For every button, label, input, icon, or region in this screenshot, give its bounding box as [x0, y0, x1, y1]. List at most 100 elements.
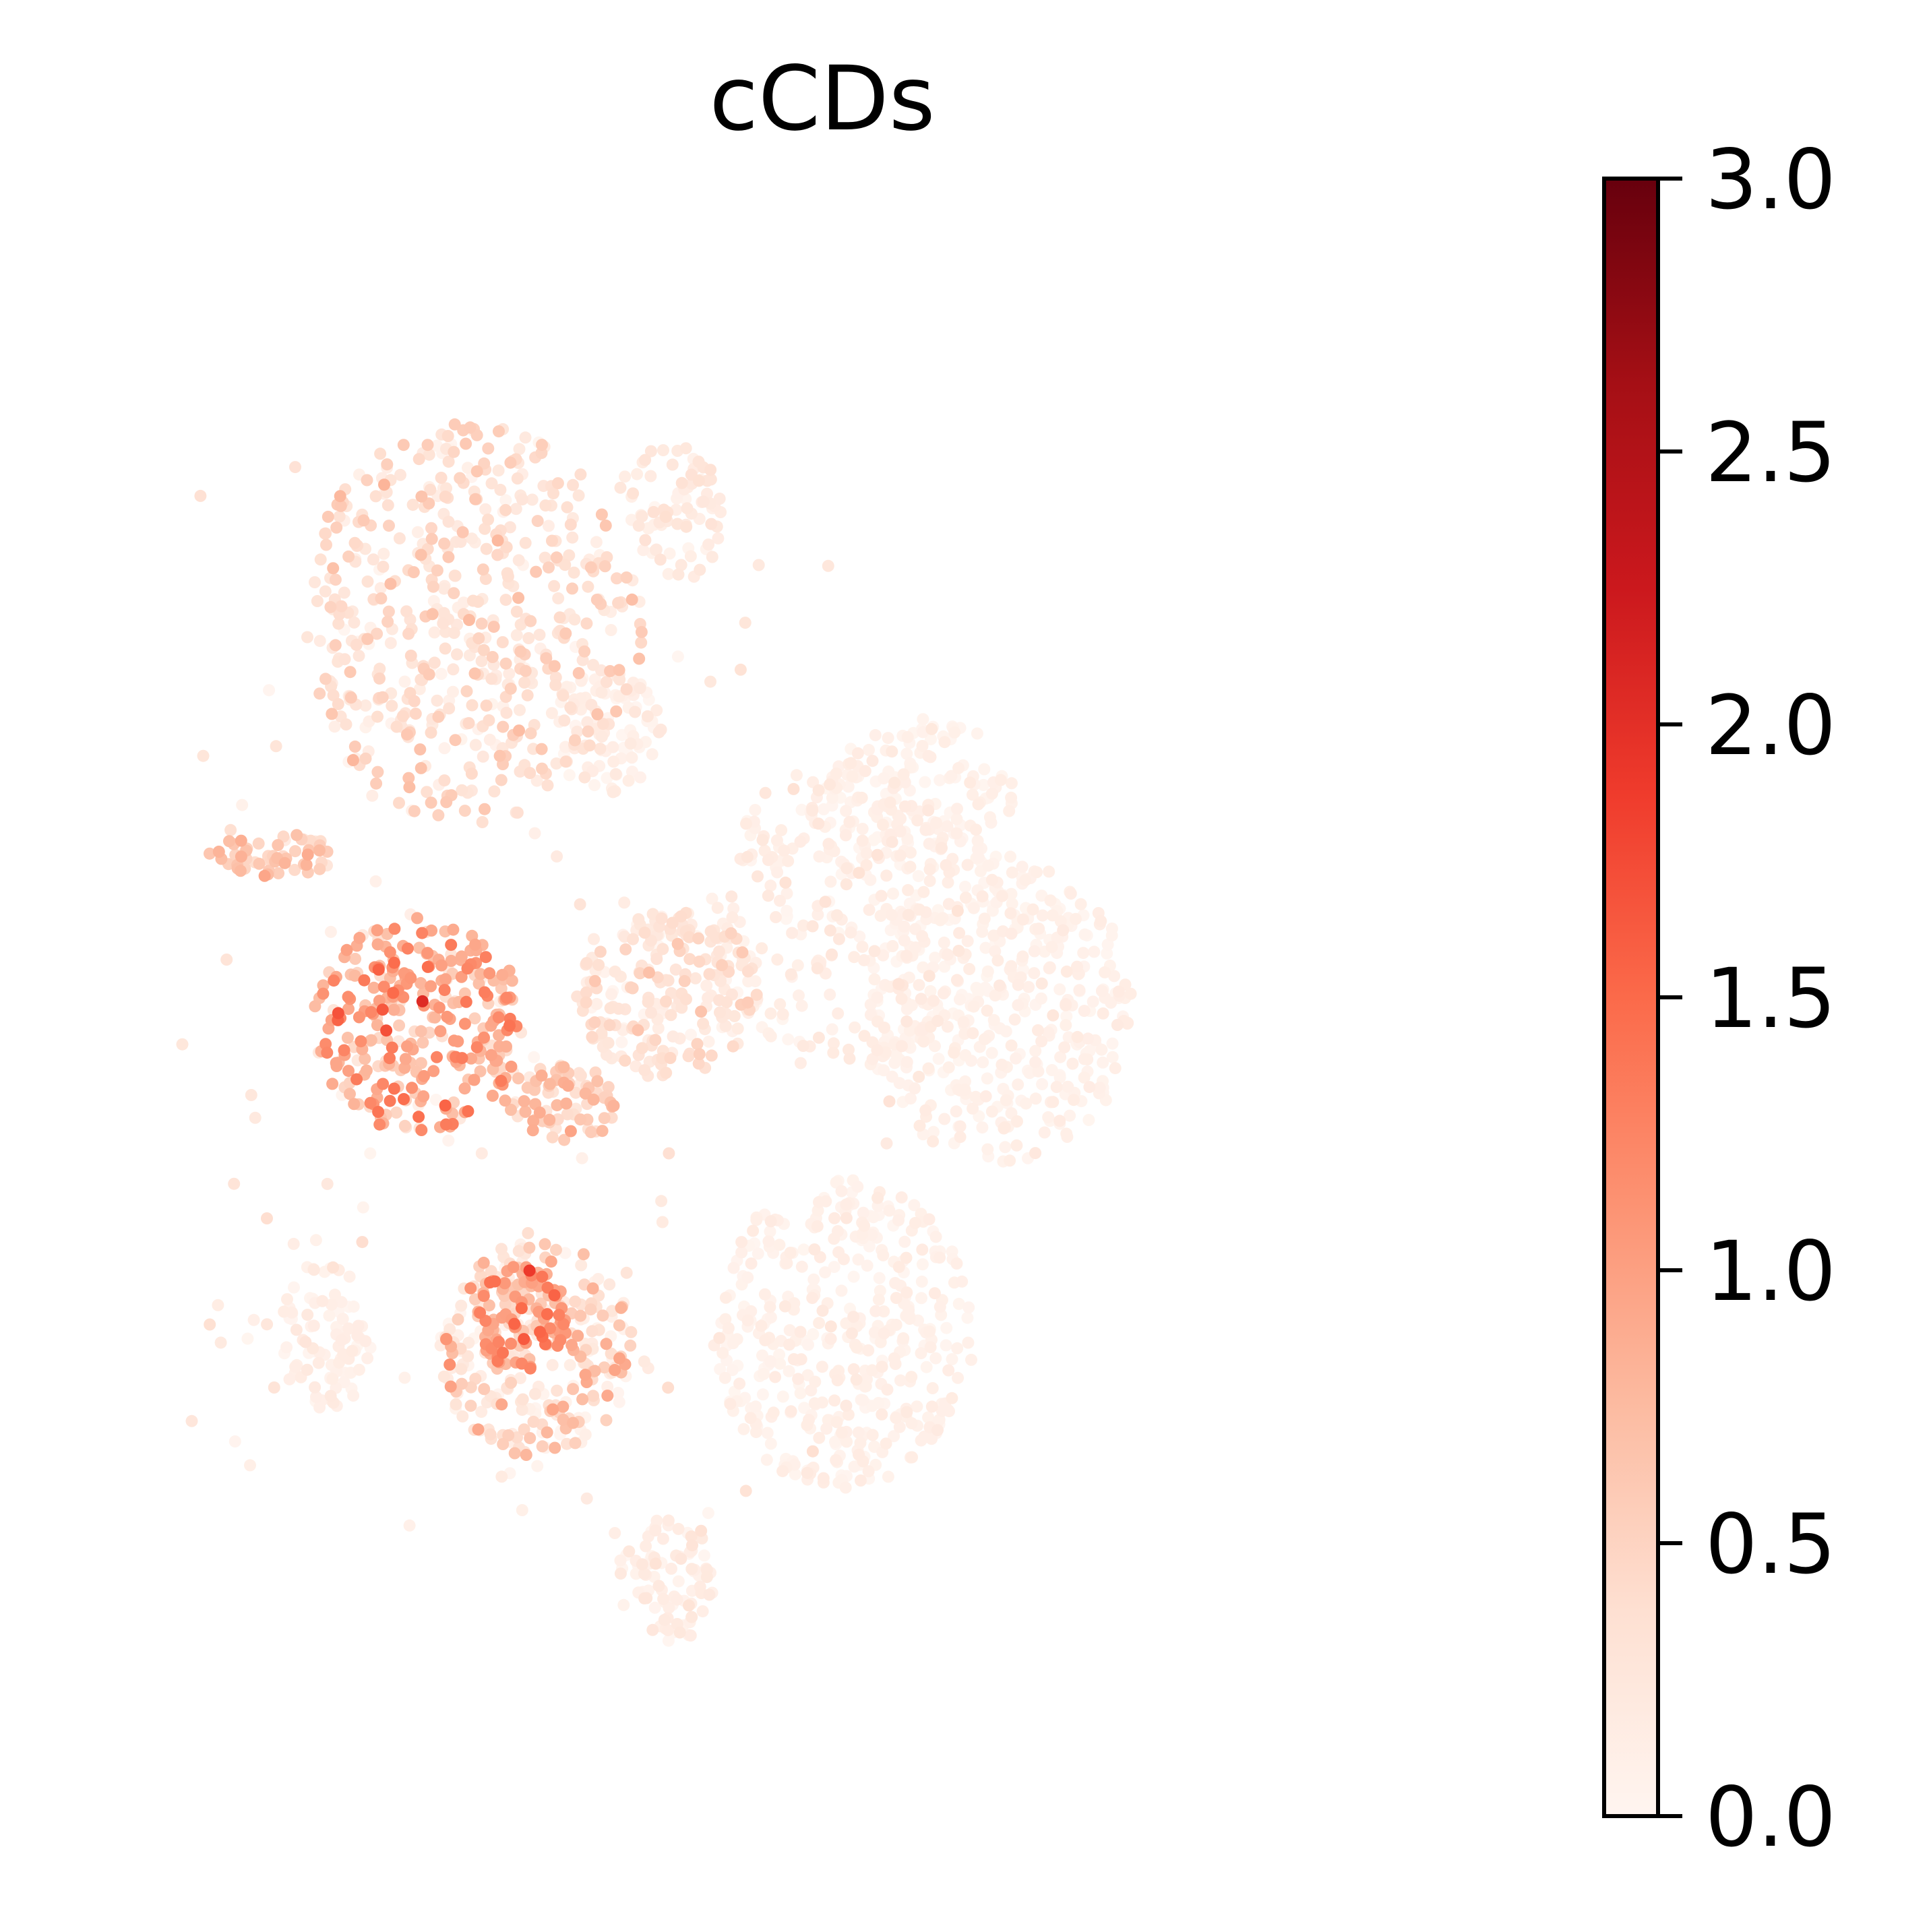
- scatter-point: [415, 1124, 428, 1136]
- scatter-point: [397, 439, 410, 451]
- scatter-point: [888, 776, 901, 789]
- scatter-point: [675, 559, 687, 571]
- scatter-point: [352, 1319, 365, 1332]
- scatter-point: [1071, 960, 1083, 973]
- scatter-point: [967, 1027, 979, 1040]
- scatter-point: [536, 1440, 549, 1453]
- scatter-point: [962, 1301, 975, 1314]
- scatter-point: [574, 1069, 587, 1082]
- scatter-point: [574, 1113, 587, 1126]
- scatter-point: [566, 531, 579, 544]
- scatter-point: [599, 560, 611, 573]
- scatter-point: [457, 596, 470, 609]
- scatter-point: [478, 1031, 490, 1044]
- scatter-point: [456, 1052, 468, 1065]
- scatter-point: [426, 608, 439, 621]
- scatter-point: [878, 1064, 890, 1077]
- scatter-point: [439, 491, 452, 503]
- scatter-point: [851, 1181, 864, 1193]
- scatter-point: [1057, 924, 1070, 937]
- scatter-point: [919, 776, 931, 788]
- scatter-point: [301, 1309, 314, 1321]
- scatter-point: [731, 1022, 744, 1035]
- scatter-point: [281, 1293, 293, 1305]
- scatter-point: [528, 1051, 541, 1063]
- scatter-point: [940, 1321, 953, 1334]
- scatter-point: [338, 653, 351, 666]
- scatter-point: [797, 1243, 810, 1256]
- scatter-point: [1062, 1031, 1075, 1044]
- scatter-point: [785, 1405, 797, 1418]
- scatter-point: [685, 1028, 697, 1041]
- scatter-point: [433, 1001, 446, 1014]
- scatter-point: [693, 1048, 706, 1061]
- scatter-point: [727, 902, 740, 915]
- scatter-point: [1005, 960, 1018, 972]
- scatter-point: [557, 1318, 570, 1331]
- scatter-point: [794, 1387, 807, 1400]
- scatter-point: [500, 991, 513, 1004]
- scatter-point: [408, 695, 421, 708]
- scatter-point: [909, 1216, 921, 1229]
- scatter-point: [806, 920, 819, 933]
- scatter-point: [979, 941, 992, 954]
- scatter-point: [220, 954, 233, 966]
- scatter-point: [655, 912, 668, 925]
- scatter-point: [313, 844, 326, 856]
- scatter-point: [867, 834, 880, 846]
- scatter-point: [1042, 1026, 1055, 1039]
- scatter-point: [355, 1035, 367, 1048]
- scatter-point: [854, 1437, 867, 1450]
- scatter-point: [793, 989, 805, 1002]
- scatter-point: [666, 916, 679, 929]
- scatter-point: [479, 573, 492, 586]
- scatter-point: [359, 1053, 371, 1065]
- scatter-point: [617, 1598, 630, 1611]
- scatter-point: [680, 993, 692, 1005]
- scatter-point: [598, 1361, 611, 1374]
- scatter-point: [431, 564, 443, 577]
- scatter-point: [967, 1102, 979, 1115]
- scatter-point: [942, 876, 954, 889]
- scatter-point: [692, 1057, 705, 1070]
- scatter-point: [495, 1470, 508, 1483]
- scatter-point: [819, 1266, 832, 1279]
- scatter-point: [326, 1299, 338, 1311]
- scatter-point: [649, 1557, 662, 1570]
- scatter-point: [952, 945, 965, 957]
- scatter-point: [377, 561, 390, 573]
- scatter-point: [762, 890, 774, 902]
- scatter-point: [485, 477, 498, 490]
- scatter-point: [832, 933, 845, 945]
- scatter-point: [342, 991, 355, 1003]
- scatter-point: [807, 1328, 820, 1340]
- scatter-point: [544, 1078, 556, 1090]
- scatter-point: [896, 1040, 908, 1053]
- scatter-point: [813, 1317, 826, 1330]
- scatter-point: [486, 651, 499, 663]
- scatter-point: [650, 953, 663, 965]
- scatter-point: [580, 996, 592, 1009]
- scatter-point: [571, 990, 584, 1003]
- scatter-point: [505, 1337, 517, 1350]
- scatter-point: [474, 1307, 487, 1319]
- scatter-point: [840, 805, 853, 817]
- scatter-point: [648, 1601, 661, 1614]
- scatter-point: [614, 1567, 627, 1580]
- scatter-point: [911, 1400, 923, 1413]
- scatter-point: [524, 615, 537, 627]
- scatter-point: [824, 924, 836, 937]
- scatter-point: [774, 998, 787, 1011]
- scatter-point: [675, 1553, 687, 1565]
- scatter-point: [863, 743, 875, 756]
- scatter-point: [394, 468, 406, 481]
- scatter-point: [455, 970, 468, 983]
- scatter-point: [1112, 985, 1125, 998]
- scatter-point: [393, 532, 406, 544]
- scatter-point: [685, 1530, 698, 1543]
- scatter-point: [1078, 1071, 1091, 1084]
- scatter-point: [390, 720, 403, 733]
- scatter-point: [458, 1018, 471, 1030]
- scatter-point: [456, 784, 468, 797]
- scatter-point: [550, 757, 563, 770]
